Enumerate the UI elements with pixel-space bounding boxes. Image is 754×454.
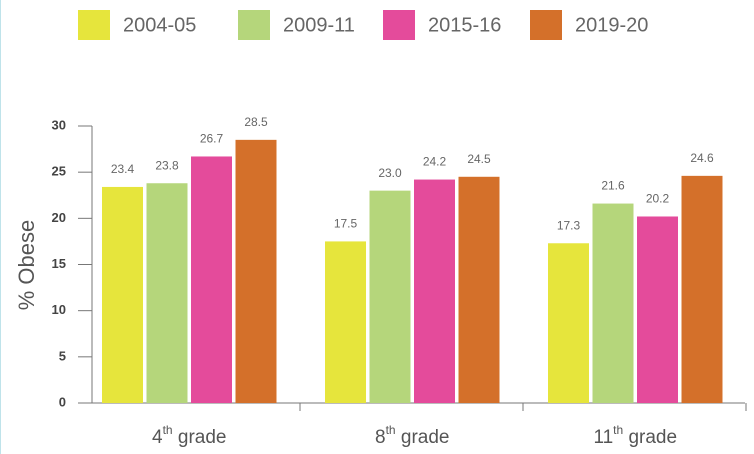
legend-swatch (530, 10, 562, 40)
legend-label: 2015-16 (428, 14, 501, 36)
bar (191, 156, 232, 403)
bar (637, 216, 678, 403)
bar (235, 139, 277, 403)
x-tick-label: 4th grade (152, 423, 226, 448)
y-tick-label: 25 (52, 164, 66, 179)
bar (458, 176, 500, 403)
legend-swatch (78, 10, 110, 40)
y-tick-label: 30 (52, 117, 66, 132)
data-label: 24.6 (690, 151, 714, 165)
data-label: 23.4 (111, 162, 135, 176)
bar (592, 203, 634, 403)
x-tick-label: 8th grade (375, 423, 449, 448)
y-tick-label: 0 (59, 394, 66, 409)
y-axis-label: % Obese (14, 220, 39, 311)
y-tick-label: 15 (52, 256, 66, 271)
bar (369, 190, 411, 403)
legend-swatch (238, 10, 270, 40)
bar (102, 186, 143, 403)
data-label: 28.5 (244, 115, 268, 129)
data-label: 20.2 (646, 192, 670, 206)
bar (146, 183, 188, 403)
data-label: 24.2 (423, 155, 447, 169)
bar (414, 179, 455, 403)
data-label: 23.8 (155, 158, 179, 172)
data-label: 17.3 (557, 218, 581, 232)
bar (681, 175, 723, 403)
bar (325, 241, 366, 403)
y-tick-label: 5 (59, 348, 66, 363)
legend-label: 2019-20 (575, 14, 648, 36)
legend-label: 2004-05 (123, 14, 196, 36)
data-label: 24.5 (467, 152, 491, 166)
data-label: 23.0 (378, 166, 402, 180)
legend-label: 2009-11 (283, 14, 355, 36)
data-label: 26.7 (200, 132, 224, 146)
data-label: 21.6 (601, 179, 625, 193)
bar (548, 243, 589, 403)
legend-swatch (383, 10, 415, 40)
y-tick-label: 20 (52, 210, 66, 225)
y-tick-label: 10 (52, 302, 66, 317)
x-tick-label: 11th grade (593, 423, 677, 448)
data-label: 17.5 (334, 217, 358, 231)
